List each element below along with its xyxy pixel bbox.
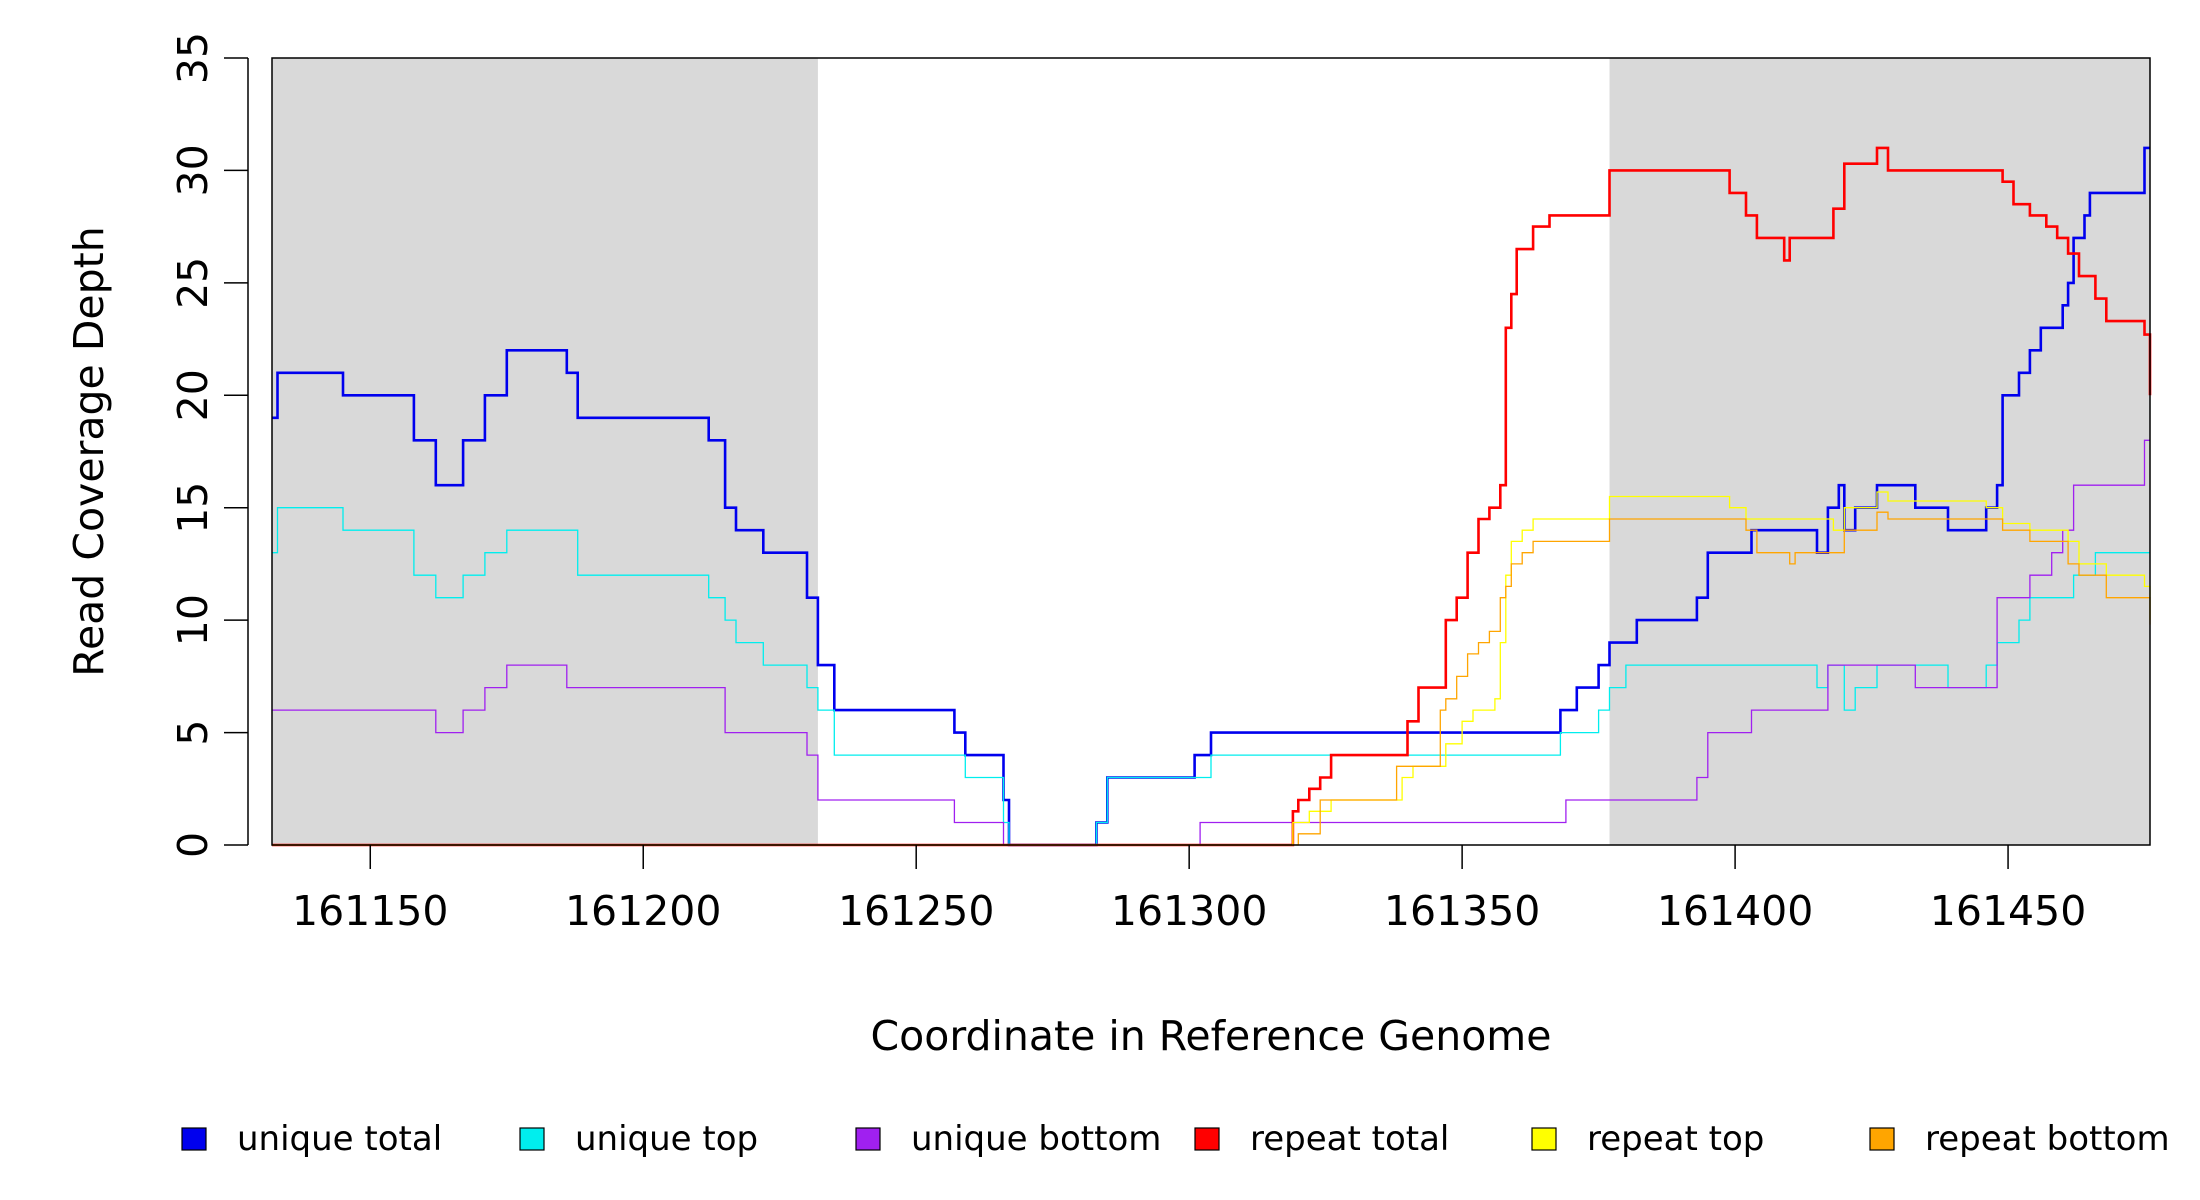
x-tick-label: 161250 [838, 887, 995, 935]
series-line-unique-bottom [272, 439, 2150, 846]
series-lines [272, 146, 2152, 847]
legend-item: repeat bottom [1869, 1119, 2170, 1159]
x-tick-label: 161450 [1930, 887, 2087, 935]
y-tick-label: 5 [169, 720, 217, 746]
x-tick-label: 161350 [1384, 887, 1541, 935]
legend-item: repeat top [1531, 1119, 1764, 1159]
series-line-repeat-total [272, 146, 2152, 847]
series-line-unique-total [272, 146, 2150, 847]
series-line-repeat-bottom [272, 511, 2151, 846]
y-tick-label: 10 [169, 594, 217, 646]
legend-label: unique total [237, 1119, 442, 1159]
x-tick-label: 161400 [1657, 887, 1814, 935]
plot-frame [271, 57, 2151, 846]
legend-swatch [181, 1127, 207, 1151]
legend-label: repeat total [1250, 1119, 1449, 1159]
legend-swatch [1531, 1127, 1557, 1151]
x-tick-label: 161300 [1111, 887, 1268, 935]
x-tick-label: 161150 [292, 887, 449, 935]
y-axis-label: Read Coverage Depth [65, 226, 113, 676]
shaded-region [1609, 58, 2150, 845]
legend-swatch [855, 1127, 881, 1151]
y-tick-label: 15 [169, 482, 217, 534]
legend: unique total unique top unique bottom repea… [181, 1119, 2170, 1159]
y-tick-label: 20 [169, 369, 217, 421]
y-tick-label: 0 [169, 832, 217, 858]
legend-swatch [1869, 1127, 1895, 1151]
series-line-repeat-top [272, 491, 2151, 846]
legend-label: repeat top [1587, 1119, 1764, 1159]
legend-item: unique total [181, 1119, 442, 1159]
y-tick-label: 35 [169, 32, 217, 84]
legend-item: unique top [519, 1119, 758, 1159]
legend-swatch [1194, 1127, 1220, 1151]
shaded-regions [272, 58, 2150, 845]
legend-item: unique bottom [855, 1119, 1161, 1159]
x-axis: 161150 161200 161250 161300 161350 161400 1614… [292, 845, 2086, 935]
legend-label: repeat bottom [1925, 1119, 2170, 1159]
legend-label: unique top [575, 1119, 758, 1159]
legend-item: repeat total [1194, 1119, 1449, 1159]
y-axis: 0 5 10 15 20 25 30 35 [169, 32, 249, 858]
y-tick-label: 30 [169, 144, 217, 196]
x-tick-label: 161200 [565, 887, 722, 935]
x-axis-label: Coordinate in Reference Genome [871, 1012, 1552, 1060]
legend-label: unique bottom [911, 1119, 1161, 1159]
legend-swatch [519, 1127, 545, 1151]
shaded-region [272, 58, 818, 845]
y-tick-label: 25 [169, 257, 217, 309]
